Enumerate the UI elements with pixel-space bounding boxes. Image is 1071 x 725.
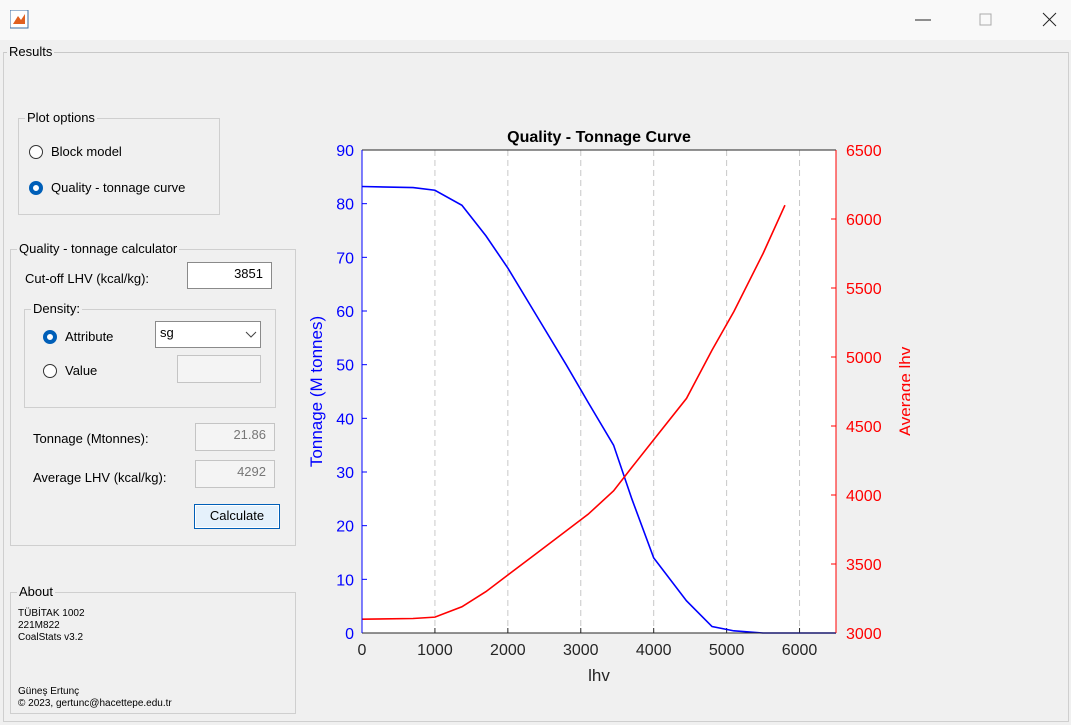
y-tick-label: 40 bbox=[336, 411, 354, 428]
y-tick-label: 50 bbox=[336, 358, 354, 375]
about-line: 221M822 bbox=[18, 620, 60, 631]
x-tick-label: 4000 bbox=[636, 642, 672, 659]
y-tick-label: 60 bbox=[336, 304, 354, 321]
field-label: Cut-off LHV (kcal/kg): bbox=[25, 271, 150, 286]
app-icon bbox=[10, 10, 29, 29]
radio-label[interactable]: Attribute bbox=[65, 329, 114, 344]
y-tick-label: 80 bbox=[336, 197, 354, 214]
x-tick-label: 6000 bbox=[782, 642, 818, 659]
group-title: Plot options bbox=[25, 110, 97, 125]
about-line: © 2023, gertunc@hacettepe.edu.tr bbox=[18, 698, 172, 709]
about-line: CoalStats v3.2 bbox=[18, 632, 84, 643]
x-tick-label: 1000 bbox=[417, 642, 453, 659]
about-group: About TÜBİTAK 1002 221M822 CoalStats v3.… bbox=[10, 584, 296, 714]
series-line bbox=[361, 185, 836, 634]
about-text: TÜBİTAK 1002 221M822 CoalStats v3.2 Güne… bbox=[18, 608, 172, 710]
y-tick-label: 90 bbox=[336, 143, 354, 160]
radio[interactable] bbox=[43, 364, 57, 378]
radio-label[interactable]: Block model bbox=[51, 144, 122, 159]
y2-tick-label: 4000 bbox=[846, 488, 882, 505]
x-tick-label: 0 bbox=[358, 642, 367, 659]
y-tick-label: 30 bbox=[336, 465, 354, 482]
x-tick-label: 2000 bbox=[490, 642, 526, 659]
y-tick-label: 70 bbox=[336, 250, 354, 267]
about-line: TÜBİTAK 1002 bbox=[18, 608, 85, 619]
y-tick-label: 20 bbox=[336, 519, 354, 536]
calculate-button[interactable]: Calculate bbox=[194, 504, 280, 529]
series-line bbox=[361, 204, 786, 620]
calculator-group: Quality - tonnage calculator Cut-off LHV… bbox=[10, 241, 296, 546]
group-title: Density: bbox=[31, 301, 82, 316]
cutoff-input[interactable]: 3851 bbox=[187, 262, 272, 289]
y2-tick-label: 6500 bbox=[846, 143, 882, 160]
y-axis-label: Tonnage (M tonnes) bbox=[307, 316, 326, 467]
radio-label[interactable]: Quality - tonnage curve bbox=[51, 180, 186, 195]
y2-tick-label: 3500 bbox=[846, 557, 882, 574]
y2-tick-label: 4500 bbox=[846, 419, 882, 436]
window-controls[interactable] bbox=[905, 8, 1065, 32]
y2-tick-label: 5500 bbox=[846, 281, 882, 298]
x-tick-label: 3000 bbox=[563, 642, 599, 659]
title-bar bbox=[0, 0, 1071, 40]
group-title: Quality - tonnage calculator bbox=[17, 241, 180, 256]
avg-output: 4292 bbox=[195, 460, 275, 488]
field-label: Tonnage (Mtonnes): bbox=[33, 431, 149, 446]
plot-area bbox=[362, 150, 836, 633]
y2-tick-label: 6000 bbox=[846, 212, 882, 229]
y2-tick-label: 3000 bbox=[846, 626, 882, 643]
field-label: Average LHV (kcal/kg): bbox=[33, 470, 167, 485]
dropdown-arrow bbox=[245, 331, 257, 338]
x-axis-label: lhv bbox=[588, 666, 610, 685]
radio[interactable] bbox=[29, 145, 43, 159]
results-tab: Results bbox=[3, 44, 1069, 722]
x-tick-label: 5000 bbox=[709, 642, 745, 659]
group-title: About bbox=[17, 584, 55, 599]
about-line: Güneş Ertunç bbox=[18, 686, 80, 697]
y-tick-label: 10 bbox=[336, 572, 354, 589]
density-group: Density: Attribute sg Value bbox=[24, 301, 276, 408]
chart: 0 1000 2000 3000 4000 5000 6000 0 10 20 30 40 50 60 70… bbox=[307, 129, 910, 685]
plot-options-group: Plot options Block model Quality - tonna… bbox=[18, 110, 220, 215]
tonnage-output: 21.86 bbox=[195, 423, 275, 451]
radio-label[interactable]: Value bbox=[65, 363, 98, 378]
y-tick-label: 0 bbox=[345, 626, 354, 643]
chart-title: Quality - Tonnage Curve bbox=[507, 129, 691, 146]
y2-axis-label: Average lhv bbox=[896, 346, 910, 436]
y2-tick-label: 5000 bbox=[846, 350, 882, 367]
value-input[interactable] bbox=[177, 355, 261, 383]
radio[interactable] bbox=[29, 181, 43, 195]
tab-label: Results bbox=[7, 44, 55, 59]
radio[interactable] bbox=[43, 330, 57, 344]
attribute-dropdown[interactable]: sg bbox=[155, 321, 261, 348]
